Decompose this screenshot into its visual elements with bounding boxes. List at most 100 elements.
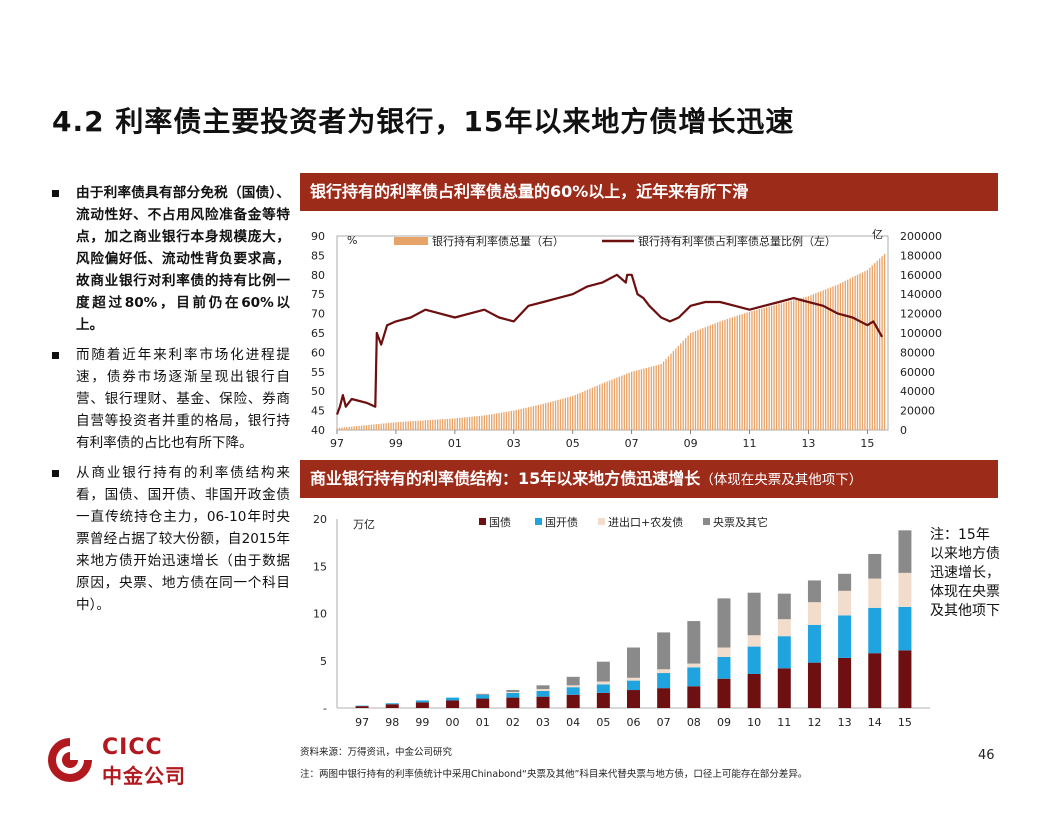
chart2-x-tick: 97 (355, 716, 369, 729)
chart1-bar (788, 301, 790, 430)
chart2-bar-segment (355, 706, 369, 708)
chart1-bar (697, 330, 699, 430)
chart1-bar (807, 296, 810, 430)
chart1-bar (491, 414, 493, 430)
chart1-bar (618, 376, 621, 430)
chart1-bar (761, 308, 763, 430)
chart1-bar (783, 302, 785, 430)
chart2-bar-segment (596, 692, 610, 708)
chart1-bar (559, 399, 562, 430)
chart1-bar (608, 380, 611, 430)
chart1-yright-tick: 180000 (900, 249, 942, 262)
chart2-bar-segment (687, 621, 701, 664)
chart1-bar (675, 348, 677, 430)
chart2-x-tick: 01 (476, 716, 490, 729)
chart1-bar (515, 410, 517, 430)
chart1-bar (554, 400, 557, 430)
chart1-bar (844, 280, 846, 430)
chart1-bar (802, 297, 805, 430)
chart1-yleft-tick: 45 (311, 405, 325, 418)
chart1-bar (687, 335, 689, 430)
chart1-bar (456, 418, 458, 430)
chart1-bar (837, 284, 839, 430)
chart2-bar-segment (717, 647, 731, 657)
chart2-bar-segment (898, 572, 912, 607)
chart1-bar (839, 283, 842, 430)
chart1-bar (689, 333, 692, 430)
chart1-bar (851, 277, 854, 430)
chart1-bar (402, 421, 404, 430)
chart1-bar (778, 303, 780, 430)
chart1-bar (714, 323, 716, 430)
page-number: 46 (978, 748, 995, 763)
chart2-x-tick: 14 (868, 716, 882, 729)
chart1-bar (630, 371, 633, 430)
chart1-bar (680, 343, 682, 430)
chart1-bar (623, 374, 625, 430)
chart1-bar (721, 320, 724, 430)
chart1-bar (805, 296, 807, 430)
chart2-y-tick: 15 (313, 560, 327, 573)
chart1-banner-text: 银行持有的利率债占利率债总量的60%以上，近年来有所下滑 (310, 182, 749, 201)
bullet-text: 由于利率债具有部分免税（国债）、流动性好、不占用风险准备金等特点，加之商业银行本… (76, 185, 290, 333)
chart2-banner: 商业银行持有的利率债结构：15年以来地方债迅速增长（体现在央票及其他项下） (300, 460, 998, 498)
chart1-bar (412, 421, 414, 430)
chart1-yright-tick: 60000 (900, 366, 935, 379)
chart1-bar (810, 295, 812, 430)
chart1-bar (655, 365, 657, 430)
chart1-bar (643, 368, 645, 430)
chart2-bar-segment (777, 636, 791, 669)
chart1-yleft-tick: 65 (311, 327, 325, 340)
chart1-bar (387, 422, 390, 430)
chart2-y-tick: 20 (313, 513, 327, 526)
chart1-bar (488, 414, 490, 430)
chart1-legend-label: 银行持有利率债占利率债总量比例（左） (638, 234, 836, 248)
chart1-bar (461, 417, 463, 430)
chart1-legend-label: 银行持有利率债总量（右） (432, 234, 564, 248)
chart1-bar (567, 397, 569, 430)
chart1-x-tick: 13 (801, 437, 815, 450)
chart1-x-tick: 11 (743, 437, 757, 450)
chart2-bar-segment (566, 676, 580, 686)
chart2-bar-segment (717, 678, 731, 708)
chart1-bar (869, 267, 871, 430)
chart1-bar (395, 422, 397, 430)
chart1-bar (650, 366, 652, 430)
chart1-bar (741, 314, 743, 430)
chart1-bar (400, 421, 402, 430)
chart1-bar (358, 425, 360, 430)
chart2-bar-segment (777, 619, 791, 637)
chart1-bar (432, 419, 434, 430)
chart2-bar-segment (596, 681, 610, 685)
chart1-bar (414, 420, 417, 430)
chart1-bar (832, 286, 834, 430)
chart1-bar (800, 298, 802, 430)
chart1-bar (876, 260, 878, 430)
chart2-bar-segment (687, 667, 701, 687)
chart1-bar (355, 426, 358, 430)
chart1-bar (653, 365, 655, 430)
chart1-bar (429, 419, 431, 430)
chart1-bar (603, 382, 606, 430)
chart1-yleft-tick: 75 (311, 288, 325, 301)
chart2-y-tick: - (323, 702, 327, 715)
chart1-bar (341, 427, 343, 430)
chart1-bar (842, 282, 844, 430)
chart1-bar (812, 294, 815, 430)
chart1-yleft-tick: 85 (311, 249, 325, 262)
chart1-bar (451, 418, 454, 430)
logo-text-en: CICC (102, 735, 163, 760)
bullet-list: 由于利率债具有部分免税（国债）、流动性好、不占用风险准备金等特点，加之商业银行本… (50, 182, 290, 624)
chart1-bar (611, 379, 613, 430)
chart1-bar (633, 371, 635, 430)
chart1-bar (854, 276, 856, 430)
chart1-bar (751, 311, 753, 430)
chart2-x-tick: 09 (717, 716, 731, 729)
chart2-bar-segment (446, 700, 460, 708)
chart1-bar (581, 391, 584, 430)
chart1-bar (834, 285, 837, 430)
chart2-bar-segment (838, 590, 852, 616)
chart1-bar (766, 307, 768, 430)
chart1-bar (382, 423, 385, 430)
chart1-bar (874, 263, 876, 430)
